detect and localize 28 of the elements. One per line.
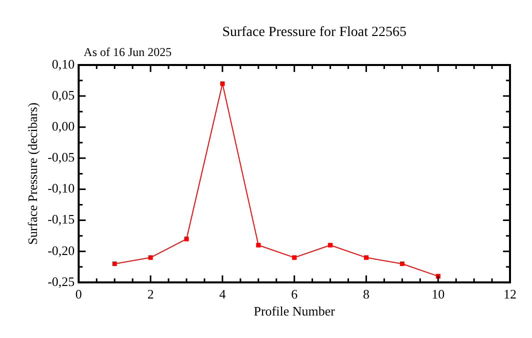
- y-tick-label: -0,25: [48, 274, 75, 289]
- y-tick-label: 0,00: [52, 118, 75, 134]
- point: [220, 81, 225, 86]
- y-tick-label: 0,05: [52, 87, 75, 102]
- point: [400, 262, 404, 266]
- y-tick-label: -0,05: [48, 150, 75, 165]
- point: [256, 242, 261, 248]
- point: [364, 255, 368, 260]
- x-tick-label: 0: [75, 286, 82, 302]
- x-axis-title: Profile Number: [254, 304, 336, 319]
- y-axis-title: Surface Pressure (decibars): [25, 102, 40, 245]
- x-tick-label: 12: [504, 286, 516, 302]
- point: [112, 262, 117, 266]
- x-tick-label: 6: [291, 286, 298, 302]
- x-tick-label: 2: [147, 286, 154, 302]
- point: [292, 255, 297, 260]
- y-tick-label: -0,15: [48, 212, 75, 227]
- x-tick-label: 10: [432, 286, 445, 302]
- y-tick-label: -0,20: [48, 242, 75, 258]
- x-tick-label: 4: [219, 286, 226, 302]
- y-tick-label: 0,10: [52, 56, 75, 72]
- chart-title: Surface Pressure for Float 22565: [222, 25, 406, 40]
- y-tick-label: -0,10: [48, 180, 75, 196]
- x-tick-label: 8: [362, 286, 370, 302]
- chart-subtitle: As of 16 Jun 2025: [84, 45, 172, 59]
- point: [148, 255, 153, 260]
- point: [328, 242, 333, 248]
- point: [184, 236, 189, 242]
